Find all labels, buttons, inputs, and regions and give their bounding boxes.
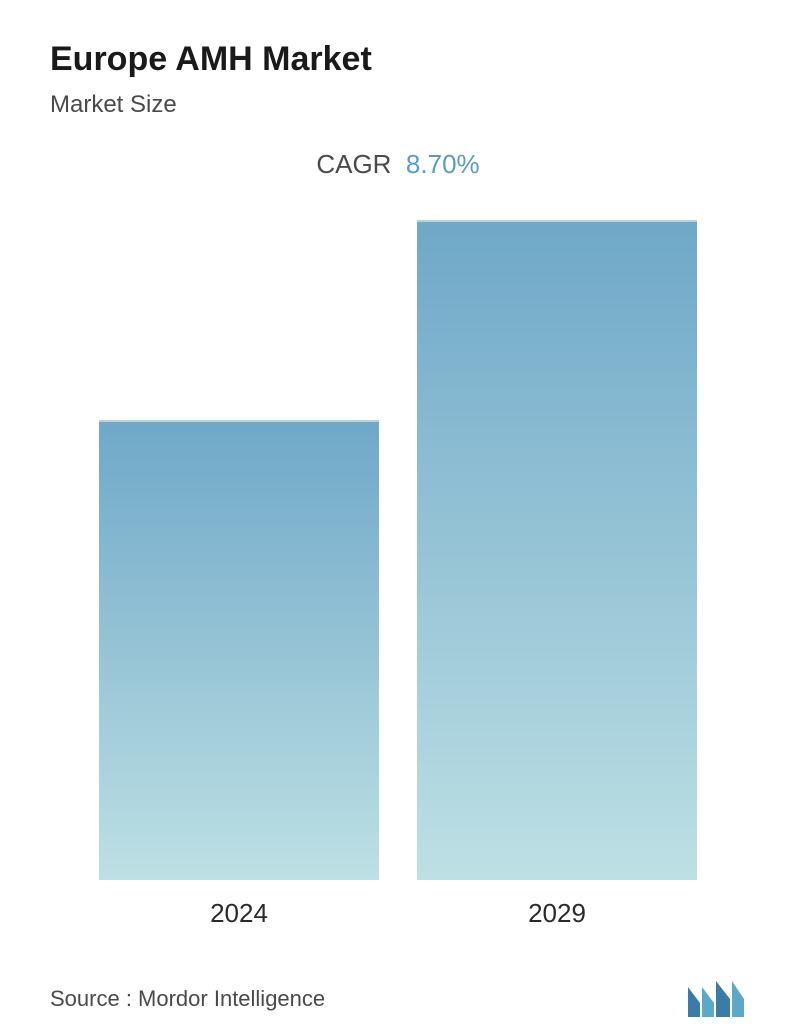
cagr-row: CAGR 8.70%: [50, 149, 746, 180]
footer: Source : Mordor Intelligence: [50, 959, 746, 1019]
chart-title: Europe AMH Market: [50, 40, 746, 79]
chart-area: 2024 2029: [50, 220, 746, 949]
bar-group-1: 2029: [417, 220, 697, 929]
chart-subtitle: Market Size: [50, 91, 746, 119]
chart-container: Europe AMH Market Market Size CAGR 8.70%…: [0, 0, 796, 1034]
bar-1: [417, 220, 697, 880]
source-text: Source : Mordor Intelligence: [50, 986, 325, 1012]
cagr-value: 8.70%: [406, 149, 480, 179]
cagr-label: CAGR: [316, 149, 391, 179]
bar-group-0: 2024: [99, 420, 379, 929]
bar-label-1: 2029: [528, 898, 586, 929]
bar-label-0: 2024: [210, 898, 268, 929]
bar-0: [99, 420, 379, 880]
logo-icon: [686, 979, 746, 1019]
